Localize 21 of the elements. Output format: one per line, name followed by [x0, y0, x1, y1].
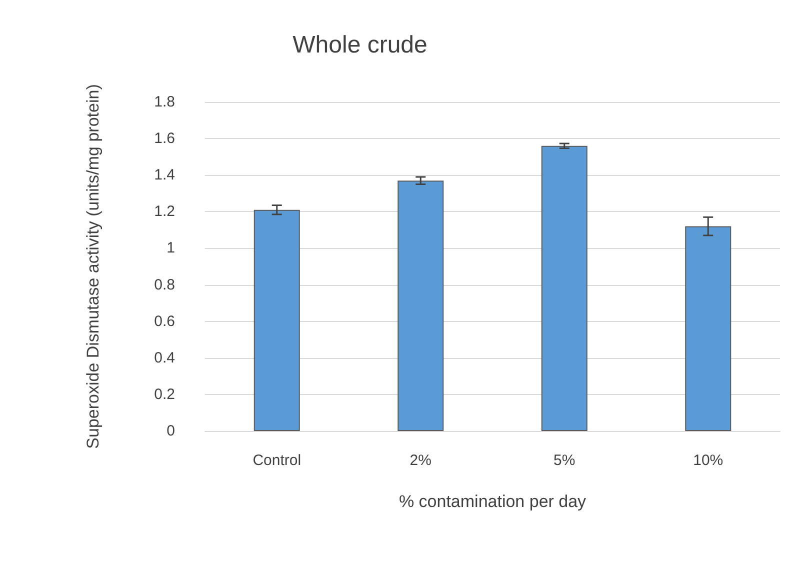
y-tick-label: 0 [166, 422, 175, 440]
bar [685, 226, 732, 431]
bar [398, 180, 444, 431]
y-tick-label: 0.4 [154, 349, 175, 366]
y-tick-label: 1.4 [154, 166, 175, 184]
x-tick-label: 10% [693, 452, 724, 469]
x-tick-label: Control [252, 452, 302, 469]
chart-title: Whole crude [292, 32, 428, 58]
y-tick-label: 1.6 [154, 130, 175, 148]
y-tick-label: 0.8 [154, 276, 175, 294]
x-tick-label: 5% [554, 452, 576, 469]
y-tick-label: 0.2 [154, 386, 175, 403]
y-tick-label: 1.8 [154, 94, 175, 110]
y-tick-label: 1.2 [154, 203, 175, 220]
bar [541, 146, 588, 431]
bar [254, 210, 300, 431]
y-tick-label: 1 [166, 240, 175, 257]
y-axis-title: Superoxide Dismutase activity (units/mg protein) [84, 84, 102, 449]
x-tick-label: 2% [410, 452, 432, 469]
x-axis-title: % contamination per day [398, 492, 587, 511]
y-tick-label: 0.6 [154, 312, 175, 330]
